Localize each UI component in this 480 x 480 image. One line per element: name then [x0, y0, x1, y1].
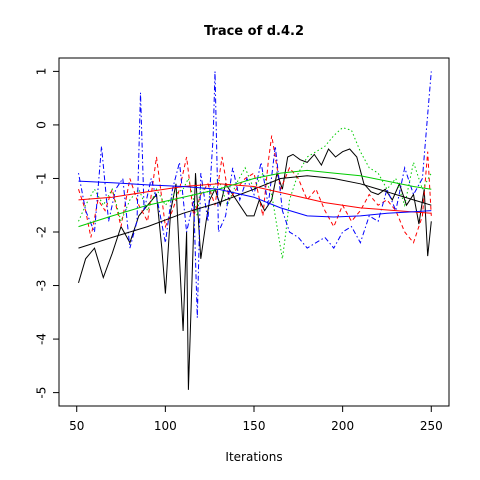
x-tick-label: 150: [243, 419, 266, 433]
plot-frame: [58, 57, 450, 407]
x-tick-label: 250: [420, 419, 443, 433]
y-tick-label: 0: [35, 121, 49, 129]
x-axis-label: Iterations: [225, 450, 282, 464]
x-tick-label: 100: [154, 419, 177, 433]
x-axis: 50 100 150 200 250: [69, 405, 443, 433]
series-line-8: [78, 180, 432, 218]
y-tick-label: -4: [35, 333, 49, 345]
x-tick-label: 50: [69, 419, 84, 433]
chart-title: Trace of d.4.2: [204, 24, 304, 39]
x-tick-label: 200: [331, 419, 354, 433]
y-tick-label: -2: [35, 226, 49, 238]
series-line-7: [78, 169, 432, 228]
series-layer: [78, 71, 432, 390]
y-tick-label: 1: [35, 68, 49, 76]
series-line-1: [78, 148, 432, 390]
series-line-4: [78, 71, 432, 318]
y-tick-label: -1: [35, 172, 49, 184]
y-tick-label: -5: [35, 387, 49, 399]
y-axis: -5 -4 -3 -2 -1 0 1: [35, 68, 60, 399]
series-line-6: [78, 183, 432, 214]
y-tick-label: -3: [35, 280, 49, 292]
series-line-5: [78, 175, 432, 249]
